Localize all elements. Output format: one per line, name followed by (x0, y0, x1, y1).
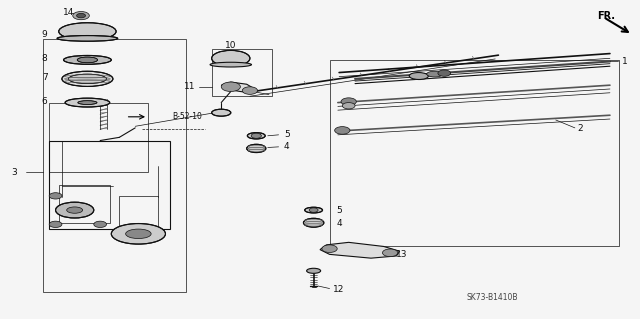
Circle shape (49, 193, 62, 199)
Text: 5: 5 (284, 130, 290, 139)
Ellipse shape (409, 72, 428, 79)
Text: B-52-10: B-52-10 (172, 112, 202, 121)
Ellipse shape (212, 50, 250, 66)
Ellipse shape (63, 56, 111, 64)
Text: SK73-B1410B: SK73-B1410B (467, 293, 518, 301)
Ellipse shape (427, 71, 443, 77)
Bar (49, 103, 148, 172)
Ellipse shape (65, 98, 109, 107)
Text: 6: 6 (42, 97, 47, 107)
Text: 1: 1 (621, 57, 627, 66)
Circle shape (243, 87, 257, 94)
Bar (212, 49, 272, 96)
Text: 3: 3 (12, 168, 17, 177)
Bar (49, 141, 170, 229)
Circle shape (383, 249, 397, 256)
Text: 10: 10 (225, 41, 237, 50)
Circle shape (94, 221, 106, 227)
Ellipse shape (67, 207, 83, 213)
Text: 11: 11 (184, 82, 195, 91)
Ellipse shape (125, 229, 151, 239)
Ellipse shape (307, 268, 321, 273)
Circle shape (77, 13, 86, 18)
Text: 8: 8 (42, 55, 47, 63)
Text: 9: 9 (42, 30, 47, 39)
Ellipse shape (210, 62, 252, 67)
Circle shape (221, 82, 241, 92)
Ellipse shape (247, 133, 265, 139)
Text: 4: 4 (336, 219, 342, 228)
Text: 13: 13 (396, 250, 407, 259)
Circle shape (342, 103, 355, 109)
Circle shape (438, 70, 451, 76)
Ellipse shape (212, 109, 231, 116)
Ellipse shape (62, 71, 113, 86)
Ellipse shape (77, 57, 98, 63)
Text: 7: 7 (42, 73, 47, 82)
Ellipse shape (57, 35, 118, 41)
Text: FR.: FR. (597, 11, 615, 21)
Text: 12: 12 (333, 285, 345, 294)
Circle shape (73, 11, 90, 20)
Circle shape (309, 208, 318, 212)
Polygon shape (221, 82, 256, 93)
Ellipse shape (78, 101, 97, 105)
Circle shape (49, 221, 62, 227)
Bar (119, 196, 157, 227)
Ellipse shape (246, 144, 266, 152)
Bar (330, 60, 620, 247)
Circle shape (322, 245, 337, 252)
Ellipse shape (56, 202, 94, 218)
Text: 5: 5 (336, 206, 342, 215)
Circle shape (335, 127, 350, 134)
Polygon shape (320, 242, 399, 258)
Ellipse shape (111, 224, 166, 244)
Circle shape (341, 98, 356, 105)
Text: 4: 4 (284, 142, 290, 151)
Ellipse shape (59, 23, 116, 40)
Text: 2: 2 (577, 124, 583, 133)
Ellipse shape (303, 218, 324, 227)
Bar (59, 185, 109, 223)
Ellipse shape (305, 207, 323, 213)
Ellipse shape (68, 74, 106, 84)
Circle shape (251, 133, 261, 138)
Text: 14: 14 (63, 8, 74, 17)
Bar (43, 39, 186, 292)
